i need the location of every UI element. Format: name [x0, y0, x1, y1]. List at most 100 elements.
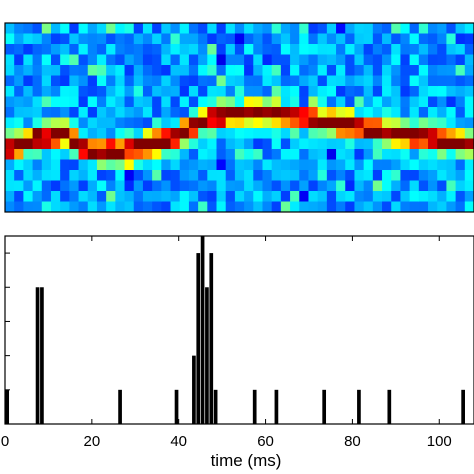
heatmap-cell [317, 44, 328, 56]
heatmap-cell [400, 117, 411, 129]
heatmap-cell [363, 44, 374, 56]
heatmap-cell [372, 75, 383, 87]
heatmap-cell [391, 107, 402, 119]
heatmap-cell [437, 96, 448, 108]
heatmap-cell [115, 117, 126, 129]
heatmap-cell [188, 170, 199, 182]
heatmap-cell [170, 107, 181, 119]
heatmap-cell [5, 191, 15, 203]
heatmap-cell [418, 86, 429, 98]
heatmap-cell [50, 107, 61, 119]
heatmap-cell [336, 149, 346, 161]
heatmap-cell [106, 44, 116, 56]
heatmap-cell [409, 23, 420, 35]
heatmap-cell [280, 44, 291, 56]
heatmap-cell [106, 191, 116, 203]
heatmap-cell [161, 191, 172, 203]
heatmap-cell [5, 75, 15, 87]
heatmap-cell [354, 201, 365, 212]
heatmap-cell [161, 23, 172, 35]
heatmap-cell [133, 149, 144, 161]
heatmap-cell [198, 65, 208, 77]
heatmap-cell [198, 180, 208, 192]
heatmap-cell [60, 75, 70, 87]
heatmap-cell [345, 23, 356, 35]
heatmap-cell [96, 138, 107, 150]
heatmap-cell [363, 23, 374, 35]
heatmap-cell [5, 44, 15, 56]
heatmap-cell [253, 159, 264, 171]
heatmap-cell [60, 65, 70, 77]
heatmap-cell [14, 65, 24, 77]
heatmap-cell [299, 180, 310, 192]
heatmap-cell [455, 170, 466, 182]
heatmap-cell [446, 23, 457, 35]
heatmap-cell [50, 117, 61, 129]
heatmap-cell [170, 138, 181, 150]
heatmap-cell [106, 117, 116, 129]
heatmap-cell [428, 23, 438, 35]
heatmap-cell [225, 170, 236, 182]
heatmap-cell [133, 107, 144, 119]
heatmap-cell [437, 107, 448, 119]
heatmap-cell [428, 191, 438, 203]
heatmap-cell [271, 54, 282, 66]
heatmap-cell [14, 128, 24, 140]
heatmap-cell [216, 75, 227, 87]
heatmap-cell [23, 107, 34, 119]
heatmap-cell [170, 65, 181, 77]
heatmap-cell [271, 33, 282, 45]
heatmap-cell [336, 86, 346, 98]
heatmap-cell [391, 191, 402, 203]
heatmap-cell [23, 96, 34, 108]
heatmap-cell [345, 75, 356, 87]
heatmap-cell [262, 23, 273, 35]
heatmap-cell [455, 117, 466, 129]
heatmap-cell [372, 44, 383, 56]
heatmap-cell [207, 128, 218, 140]
heatmap-cell [179, 107, 190, 119]
heatmap-cell [170, 96, 181, 108]
heatmap-cell [188, 191, 199, 203]
heatmap-cell [345, 128, 356, 140]
heatmap-cell [317, 107, 328, 119]
heatmap-cell [372, 201, 383, 212]
heatmap-cell [400, 54, 411, 66]
heatmap-cell [418, 170, 429, 182]
heatmap-cell [106, 159, 116, 171]
heatmap-cell [170, 33, 181, 45]
heatmap-cell [308, 75, 319, 87]
heatmap-cell [382, 180, 392, 192]
heatmap-cell [428, 117, 438, 129]
heatmap-cell [464, 75, 474, 87]
heatmap-cell [41, 96, 52, 108]
heatmap-cell [179, 149, 190, 161]
heatmap-cell [354, 54, 365, 66]
heatmap-cell [179, 65, 190, 77]
heatmap-cell [455, 128, 466, 140]
heatmap-cell [152, 96, 162, 108]
heatmap-cell [78, 96, 89, 108]
heatmap-cell [133, 33, 144, 45]
heatmap-cell [50, 44, 61, 56]
heatmap-cell [69, 201, 80, 212]
heatmap-cell [207, 201, 218, 212]
heatmap-cell [188, 117, 199, 129]
heatmap-cell [14, 149, 24, 161]
heatmap-cell [32, 191, 43, 203]
heatmap-cell [262, 107, 273, 119]
heatmap-cell [382, 96, 392, 108]
heatmap-cell [87, 86, 98, 98]
heatmap-cell [14, 33, 24, 45]
heatmap-cell [60, 149, 70, 161]
heatmap-cell [464, 86, 474, 98]
heatmap-cell [198, 54, 208, 66]
heatmap-cell [455, 107, 466, 119]
heatmap-cell [106, 75, 116, 87]
heatmap-cell [106, 23, 116, 35]
heatmap-cell [188, 65, 199, 77]
heatmap-cell [152, 54, 162, 66]
heatmap-cell [409, 149, 420, 161]
heatmap-cell [280, 149, 291, 161]
heatmap-cell [391, 75, 402, 87]
